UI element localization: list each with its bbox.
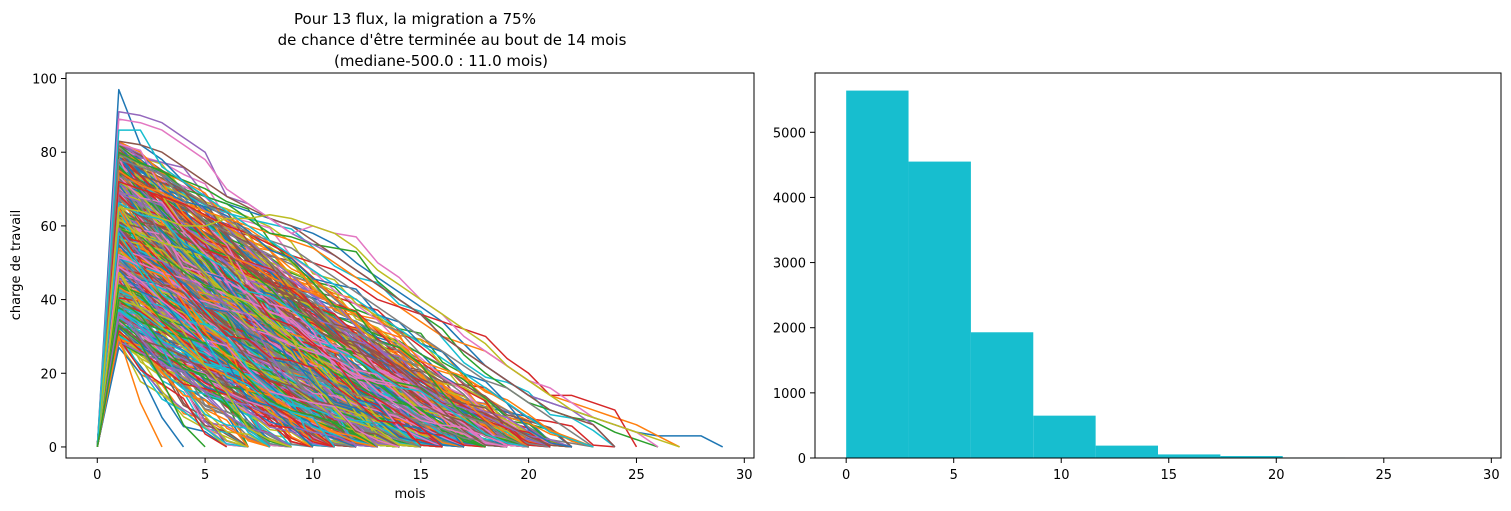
y-tick-label: 2000 — [773, 322, 806, 337]
workload-series-line — [96, 269, 314, 448]
x-tick-label: 0 — [842, 468, 850, 483]
workload-series-line — [96, 335, 163, 448]
y-tick-label: 4000 — [773, 191, 806, 206]
y-tick-label: 0 — [798, 452, 806, 467]
x-tick-label: 5 — [950, 468, 958, 483]
workload-series-line — [96, 238, 400, 448]
y-tick-label: 40 — [40, 294, 57, 309]
workload-series-line — [96, 258, 357, 448]
workload-series-line — [96, 315, 335, 448]
workload-series-line — [96, 218, 400, 448]
y-axis-label: charge de travail — [9, 210, 24, 321]
workload-series-line — [96, 324, 206, 448]
x-tick-label: 20 — [520, 468, 537, 483]
workload-series-line — [96, 308, 422, 448]
workload-series-line — [96, 266, 400, 448]
right-x-ticks: 0 5 10 15 20 25 30 — [842, 458, 1500, 483]
x-tick-label: 10 — [305, 468, 322, 483]
workload-series-line — [96, 129, 594, 448]
workload-series-line — [96, 180, 638, 448]
workload-series-line — [96, 202, 572, 448]
workload-series-line — [96, 235, 443, 448]
y-tick-label: 20 — [40, 367, 57, 382]
workload-series-line — [96, 169, 680, 448]
chart-title: Pour 13 flux, la migration a 75% de chan… — [278, 10, 627, 70]
workload-series-line — [96, 284, 378, 448]
y-tick-label: 5000 — [773, 126, 806, 141]
y-tick-label: 3000 — [773, 257, 806, 272]
workload-series-line — [96, 158, 594, 448]
y-tick-label: 1000 — [773, 387, 806, 402]
left-x-ticks: 0 5 10 15 20 25 30 — [93, 458, 753, 483]
x-tick-label: 25 — [628, 468, 645, 483]
workload-line-chart: Pour 13 flux, la migration a 75% de chan… — [9, 10, 755, 502]
workload-series-line — [96, 228, 486, 448]
workload-series-line — [96, 166, 486, 448]
workload-series-line — [96, 286, 378, 448]
histogram-bar — [846, 90, 909, 458]
workload-series-line — [96, 339, 271, 448]
x-axis-label: mois — [394, 487, 425, 502]
workload-series-line — [96, 227, 379, 448]
histogram-bars — [846, 90, 1470, 459]
workload-series-line — [96, 206, 680, 448]
workload-series-line — [96, 155, 400, 448]
workload-series-line — [96, 232, 336, 448]
workload-series-line — [96, 202, 529, 448]
workload-series-line — [96, 148, 572, 448]
workload-series-line — [96, 204, 443, 448]
workload-series-line — [96, 118, 659, 448]
chart-title-line-3: (mediane-500.0 : 11.0 mois) — [334, 52, 548, 70]
workload-series-line — [96, 170, 443, 448]
chart-title-line-1: Pour 13 flux, la migration a 75% — [294, 10, 536, 28]
x-tick-label: 5 — [201, 468, 209, 483]
workload-series-line — [96, 312, 292, 448]
x-tick-label: 10 — [1053, 468, 1070, 483]
workload-series-line — [96, 154, 529, 448]
histogram-bar — [1095, 445, 1158, 458]
chart-title-line-2: de chance d'être terminée au bout de 14 … — [278, 31, 627, 49]
workload-series-line — [96, 230, 443, 448]
workload-series-line — [96, 141, 551, 448]
x-tick-label: 25 — [1376, 468, 1393, 483]
left-plot-frame — [65, 72, 755, 459]
right-y-ticks: 0 1000 2000 3000 4000 5000 — [773, 126, 815, 467]
workload-series-line — [96, 324, 378, 448]
histogram-bar — [1158, 454, 1221, 458]
y-tick-label: 60 — [40, 220, 57, 235]
y-tick-label: 100 — [32, 73, 57, 88]
histogram-bar — [908, 161, 971, 459]
histogram-bar — [970, 332, 1034, 458]
x-tick-label: 20 — [1268, 468, 1285, 483]
workload-series-line — [96, 271, 292, 448]
y-tick-label: 80 — [40, 146, 57, 161]
x-tick-label: 30 — [1483, 468, 1500, 483]
left-y-ticks: 0 20 40 60 80 100 — [32, 73, 66, 456]
workload-series-line — [96, 151, 529, 448]
x-tick-label: 15 — [413, 468, 430, 483]
x-tick-label: 15 — [1160, 468, 1177, 483]
histogram-chart: 0 5 10 15 20 25 30 0 1000 2000 3000 4000 5000 — [773, 72, 1502, 483]
workload-series-line — [96, 346, 185, 448]
right-plot-frame — [814, 72, 1502, 459]
workload-series-line — [96, 300, 271, 448]
y-tick-label: 0 — [49, 441, 57, 456]
workload-series-line — [96, 144, 529, 448]
histogram-bar — [1033, 415, 1096, 458]
workload-series-line — [96, 238, 422, 448]
x-tick-label: 0 — [93, 468, 101, 483]
workload-series-line — [96, 236, 378, 448]
line-series-group — [96, 88, 724, 448]
workload-series-line — [96, 301, 443, 448]
workload-series-line — [96, 335, 271, 448]
workload-series-line — [96, 143, 443, 448]
workload-series-line — [96, 309, 271, 448]
histogram-bar — [1220, 456, 1283, 458]
workload-series-line — [96, 260, 508, 448]
workload-series-line — [96, 140, 616, 448]
workload-series-line — [96, 340, 378, 448]
x-tick-label: 30 — [736, 468, 753, 483]
